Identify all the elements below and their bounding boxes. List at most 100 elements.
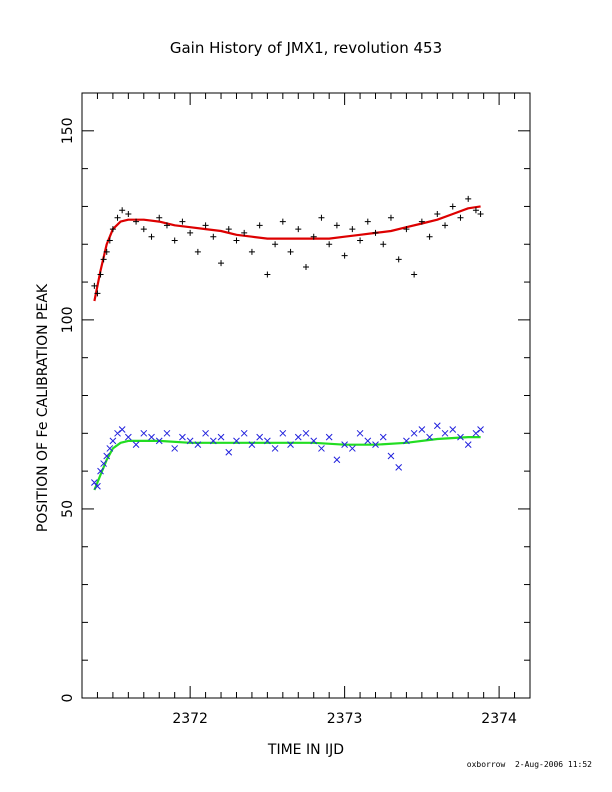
data-point: [140, 226, 147, 233]
data-point: [114, 429, 121, 437]
data-point: [403, 437, 410, 445]
data-point: [418, 218, 425, 225]
footer-timestamp: 2-Aug-2006 11:52: [514, 760, 592, 769]
data-point: [372, 441, 379, 449]
data-point: [294, 433, 302, 441]
data-point: [187, 229, 194, 236]
x-axis-label: TIME IN IJD: [267, 742, 344, 758]
data-point: [106, 445, 114, 452]
data-point: [94, 290, 101, 297]
data-point: [341, 252, 348, 259]
data-point: [186, 437, 194, 445]
data-point: [411, 271, 418, 278]
data-point: [318, 214, 325, 221]
data-point: [441, 429, 449, 437]
data-point: [287, 441, 294, 449]
data-point: [210, 233, 217, 240]
data-point: [217, 433, 225, 441]
data-point: [325, 433, 333, 441]
data-point: [387, 452, 395, 460]
data-point: [218, 260, 225, 267]
y-axis-ticks: 0 50 100 150: [60, 92, 530, 703]
data-point: [133, 218, 140, 225]
data-point: [248, 441, 256, 449]
data-point: [118, 426, 126, 433]
data-point: [464, 441, 472, 449]
data-point: [233, 437, 240, 445]
data-point: [194, 248, 201, 255]
data-point: [457, 433, 464, 441]
data-point: [449, 203, 456, 210]
data-point: [264, 271, 271, 278]
data-point: [348, 445, 356, 452]
data-point: [303, 263, 309, 270]
data-point: [457, 214, 464, 221]
data-point: [357, 237, 364, 244]
y-tick-label: 100: [60, 307, 76, 334]
data-point: [379, 433, 387, 441]
data-point: [349, 226, 356, 233]
y-tick-label: 50: [60, 500, 76, 518]
data-point: [449, 426, 457, 433]
data-point: [426, 233, 433, 240]
data-point: [364, 218, 371, 225]
data-point: [264, 437, 271, 445]
y-axis-label: POSITION OF Fe CALIBRATION PEAK: [35, 283, 51, 532]
data-point: [209, 437, 217, 445]
x-tick-label: 2372: [172, 711, 208, 727]
data-point: [279, 218, 286, 225]
data-point: [233, 237, 240, 244]
data-point: [163, 222, 170, 229]
data-point: [271, 445, 279, 452]
data-point: [356, 429, 364, 437]
footer-author: oxborrow: [466, 760, 506, 769]
data-point: [140, 429, 148, 437]
data-point: [179, 433, 186, 441]
data-point: [341, 441, 348, 449]
data-point: [442, 222, 449, 229]
data-point: [171, 237, 178, 244]
data-point: [202, 222, 209, 229]
data-point: [465, 195, 472, 202]
data-point: [318, 445, 325, 452]
data-point: [395, 256, 402, 263]
y-tick-label: 150: [60, 117, 76, 144]
y-tick-label: 0: [60, 694, 76, 703]
data-point: [241, 229, 248, 236]
data-point: [124, 433, 132, 441]
data-point: [410, 429, 418, 437]
series-1-points: [91, 195, 484, 297]
data-point: [287, 248, 294, 255]
data-point: [194, 441, 202, 449]
data-point: [310, 233, 317, 240]
data-point: [97, 467, 104, 475]
data-point: [109, 437, 117, 445]
data-point: [114, 214, 121, 221]
data-point: [272, 241, 279, 248]
data-point: [132, 441, 140, 449]
data-point: [434, 211, 441, 217]
data-point: [97, 271, 104, 278]
data-point: [326, 241, 333, 248]
data-point: [433, 422, 441, 430]
data-point: [302, 429, 310, 437]
series-2-points: [91, 422, 484, 490]
data-point: [310, 437, 318, 445]
fit-curve-1: [93, 205, 481, 302]
data-point: [295, 226, 302, 233]
data-point: [225, 226, 232, 233]
data-point: [472, 207, 479, 214]
data-point: [103, 248, 110, 255]
data-point: [109, 226, 116, 233]
data-point: [100, 460, 107, 467]
data-point: [403, 226, 410, 233]
data-point: [225, 448, 233, 456]
data-point: [333, 222, 340, 229]
data-point: [395, 463, 403, 471]
data-point: [202, 429, 209, 437]
data-point: [106, 237, 113, 244]
data-point: [163, 429, 171, 437]
data-point: [171, 445, 179, 452]
plot-frame: [81, 92, 531, 699]
data-point: [279, 429, 287, 437]
